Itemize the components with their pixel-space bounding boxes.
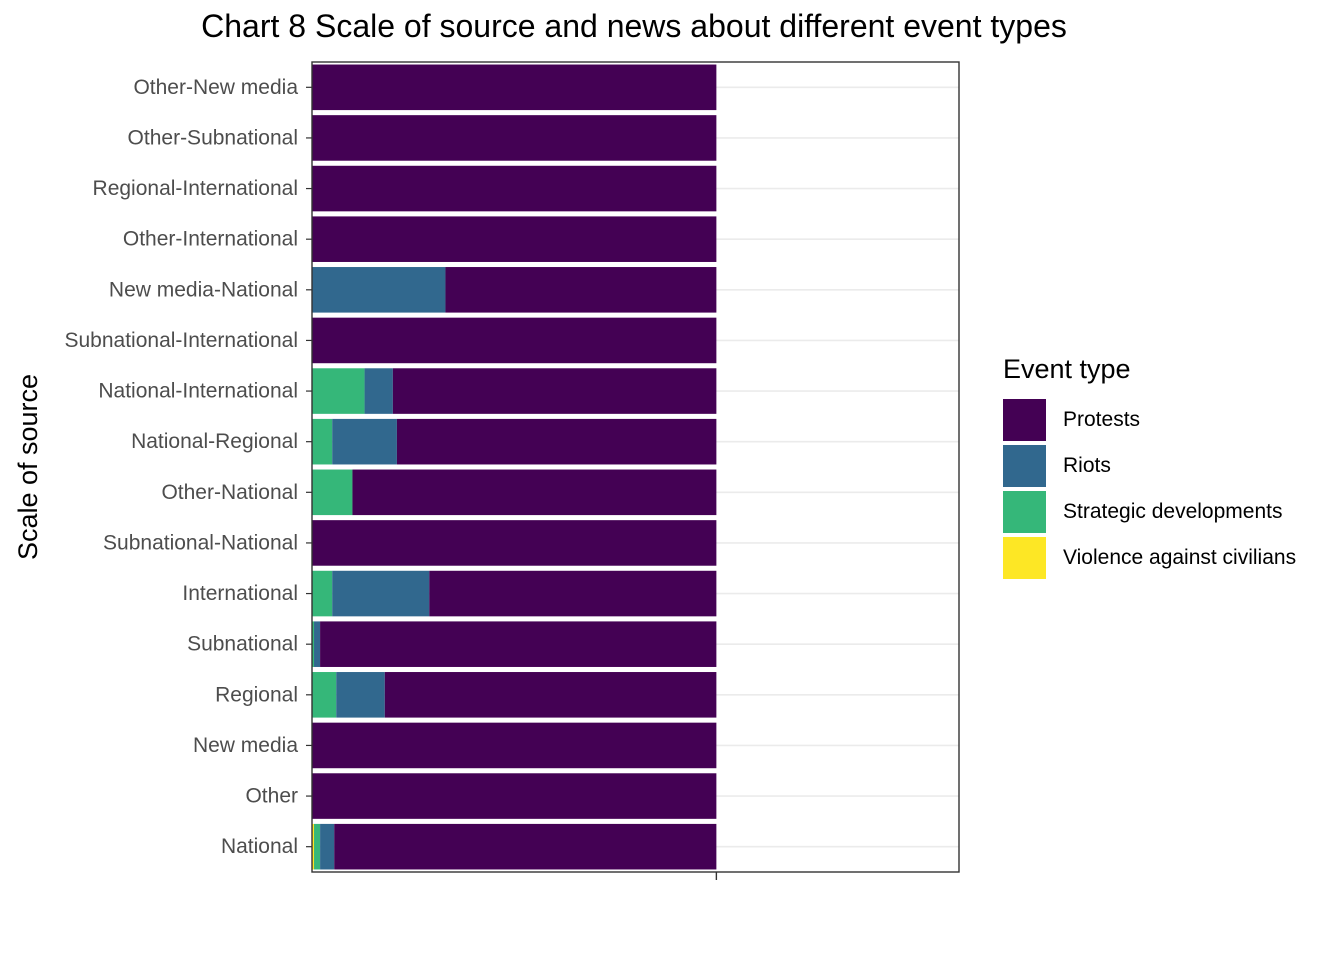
legend-label-riots: Riots <box>1063 454 1111 477</box>
bar-new-media-protests <box>312 722 717 769</box>
bar-national-international-riots <box>364 368 393 414</box>
legend-swatch-riots <box>1003 445 1046 487</box>
y-axis-tick-labels: Other-New media Other-Subnational Regional… <box>64 76 312 858</box>
bar-national-international-strategic-developments <box>312 368 365 414</box>
bar-regional-protests <box>384 672 717 718</box>
ytick-label-subnational-national: Subnational-National <box>103 531 298 554</box>
legend-label-violence-against-civilians: Violence against civilians <box>1063 546 1297 569</box>
bar-national-regional-riots <box>332 418 397 465</box>
bar-subnational-riots <box>314 621 321 667</box>
ytick-label-new-media-national: New media-National <box>109 278 298 301</box>
plot-panel-border <box>311 61 960 873</box>
chart-title: Chart 8 Scale of source and news about d… <box>201 8 1067 44</box>
ytick-label-regional: Regional <box>215 683 298 706</box>
ytick-label-other-subnational: Other-Subnational <box>128 126 298 149</box>
bar-international-strategic-developments <box>312 570 333 617</box>
ytick-label-international: International <box>182 582 298 605</box>
legend-label-strategic-developments: Strategic developments <box>1063 500 1283 523</box>
bar-national-violence-against-civilians <box>312 823 315 870</box>
ytick-label-national-regional: National-Regional <box>131 430 298 453</box>
bar-national-riots <box>320 823 335 870</box>
legend-title: Event type <box>1003 354 1131 384</box>
legend-item-violence-against-civilians: Violence against civilians <box>1003 535 1296 581</box>
ytick-label-other-international: Other-International <box>123 228 298 251</box>
bar-new-media-national-riots <box>312 267 446 313</box>
bar-subnational-national-protests <box>312 520 717 566</box>
legend: Event type Protests Riots Strategic deve… <box>1003 354 1296 581</box>
bar-other-national-strategic-developments <box>312 469 353 516</box>
ytick-label-other-new-media: Other-New media <box>133 76 298 99</box>
bar-other-protests <box>312 773 717 819</box>
ytick-label-regional-international: Regional-International <box>93 177 298 200</box>
y-axis-label: Scale of source <box>13 374 43 560</box>
bar-regional-strategic-developments <box>312 672 337 718</box>
bar-national-strategic-developments <box>314 823 321 870</box>
ytick-label-national-international: National-International <box>98 380 298 403</box>
legend-label-protests: Protests <box>1063 408 1141 431</box>
bar-other-new-media-protests <box>312 64 717 111</box>
legend-swatch-protests <box>1003 399 1046 441</box>
bar-national-international-protests <box>392 368 717 414</box>
bar-regional-international-protests <box>312 165 717 212</box>
ytick-label-other-national: Other-National <box>161 481 298 504</box>
legend-swatch-violence-against-civilians <box>1003 537 1046 579</box>
ytick-label-national: National <box>221 835 298 858</box>
bar-regional-riots <box>336 672 385 718</box>
bar-subnational-strategic-developments <box>312 621 315 667</box>
bar-national-regional-strategic-developments <box>312 418 333 465</box>
bar-other-international-protests <box>312 216 717 262</box>
bar-other-subnational-protests <box>312 115 717 161</box>
legend-swatch-strategic-developments <box>1003 491 1046 533</box>
ytick-label-subnational-international: Subnational-International <box>64 329 298 352</box>
bar-national-regional-protests <box>396 418 717 465</box>
bar-subnational-protests <box>320 621 717 667</box>
ytick-label-subnational: Subnational <box>187 633 298 656</box>
bar-other-national-protests <box>352 469 717 516</box>
legend-item-riots: Riots <box>1003 443 1296 489</box>
bar-national-protests <box>334 823 717 870</box>
bar-international-riots <box>332 570 430 617</box>
bar-international-protests <box>429 570 717 617</box>
bars <box>312 64 717 870</box>
bar-subnational-international-protests <box>312 317 717 364</box>
legend-item-protests: Protests <box>1003 397 1296 443</box>
bar-new-media-national-protests <box>445 267 717 313</box>
legend-item-strategic-developments: Strategic developments <box>1003 489 1296 535</box>
ytick-label-other: Other <box>245 785 298 808</box>
ytick-label-new-media: New media <box>193 734 298 757</box>
